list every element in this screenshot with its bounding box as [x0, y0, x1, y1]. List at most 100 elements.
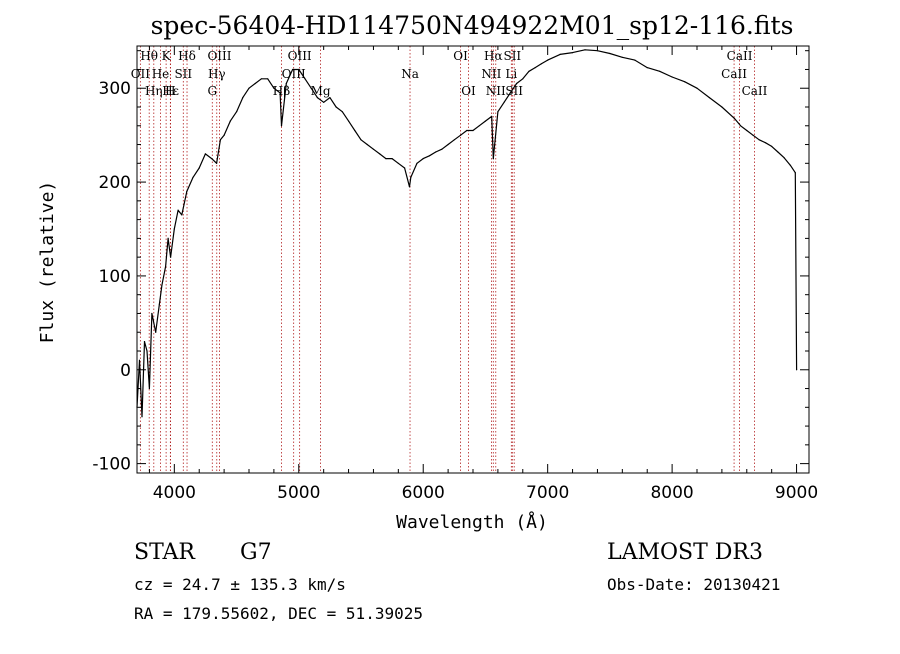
spectrum-point [491, 115, 493, 117]
spectrum-point [285, 82, 287, 85]
spectrum-point [534, 67, 536, 69]
line-marker-label: Hα [484, 49, 503, 63]
spectrum-point [158, 303, 160, 305]
spectrum-point [310, 87, 312, 89]
spectrum-point [466, 129, 468, 132]
spectrum-point [260, 78, 262, 80]
y-tick-label: -100 [92, 455, 131, 475]
spectrum-point [138, 359, 141, 361]
spectrum-point [435, 151, 437, 153]
line-marker-label: CaII [742, 84, 768, 98]
spectrum-point [509, 92, 511, 94]
line-marker-label: NII [481, 67, 501, 81]
x-tick-label: 9000 [775, 483, 818, 503]
spectrum-point [746, 129, 748, 132]
x-axis: 4000 5000 6000 7000 8000 9000 [148, 46, 818, 503]
line-marker-label: Hθ [140, 49, 158, 63]
spectrum-point [148, 387, 150, 390]
spectrum-point [192, 176, 194, 178]
y-tick-label: 200 [99, 173, 131, 193]
spectrum-point [696, 87, 698, 89]
spectrum-point [671, 76, 673, 78]
spectrum-point [143, 341, 146, 343]
spectrum-point [794, 172, 796, 174]
spectrum-point [360, 139, 362, 141]
x-axis-label: Wavelength (Å) [396, 511, 548, 533]
coordinates: RA = 179.55602, DEC = 51.39025 [134, 604, 423, 623]
line-marker-label: CaII [721, 67, 747, 81]
line-marker-label: OII [131, 67, 151, 81]
spectrum-point [146, 350, 148, 352]
y-axis-label: Flux (relative) [37, 181, 58, 344]
spectrum-point [348, 120, 350, 122]
line-marker-label: Hη [145, 84, 163, 98]
x-tick-label: 6000 [402, 483, 445, 503]
spectrum-point [708, 97, 711, 99]
line-marker-label: Hε [162, 84, 179, 98]
spectrum-point [304, 78, 306, 80]
spectrum-point [758, 139, 760, 141]
spectrum-point [341, 111, 343, 113]
spectrum-point [684, 81, 686, 83]
spectrum-point [609, 52, 611, 55]
spectrum-point [298, 68, 300, 71]
spectrum-point [391, 158, 393, 160]
spectrum-point [397, 162, 399, 164]
survey-name: LAMOST DR3 [607, 540, 763, 565]
line-marker-label: Hδ [178, 49, 196, 63]
spectrum-point [173, 228, 175, 230]
x-tick-label: 4000 [153, 483, 196, 503]
spectrum-point [248, 87, 250, 89]
line-markers [139, 46, 755, 473]
spectrum-point [453, 139, 455, 141]
spectrum-point [211, 158, 213, 160]
spectrum-point [478, 125, 480, 127]
spectrum-point [472, 129, 474, 132]
x-tick-label: 5000 [277, 483, 320, 503]
spectrum-point [216, 162, 218, 164]
spectrum-point [584, 49, 586, 51]
spectrum-point [752, 134, 754, 136]
spectrum-point [796, 369, 798, 371]
spectrum-point [503, 101, 505, 103]
spectrum-point [155, 331, 157, 333]
spectrum-point [771, 145, 773, 147]
spectrum-point [223, 134, 225, 136]
spectrum-point [540, 63, 543, 65]
spectrum-point [547, 59, 549, 61]
y-tick-label: 100 [99, 267, 131, 287]
spectrum-point [408, 186, 411, 188]
spectrum-point [460, 134, 462, 136]
line-marker-label: Hγ [208, 67, 226, 81]
line-marker-label: H [165, 84, 175, 98]
subclass: G7 [240, 540, 272, 565]
line-marker-label: SII [503, 49, 521, 63]
line-marker-label: Na [401, 67, 419, 81]
spectrum-point [372, 148, 374, 150]
spectrum-point [497, 111, 499, 113]
spectrum-point [733, 117, 735, 119]
line-marker-label: Hβ [273, 84, 290, 98]
line-marker-label: Li [505, 67, 517, 81]
spectrum-point [422, 158, 424, 160]
spectrum-point [186, 190, 188, 193]
spectrum-point [323, 101, 325, 103]
spectrum-point [441, 148, 443, 150]
spectrum-point [416, 162, 418, 164]
line-marker-label: He [152, 67, 170, 81]
spectrum-point [273, 87, 275, 89]
line-marker-label: OIII [288, 49, 312, 63]
line-marker-label: OIII [207, 49, 231, 63]
spectrum-point [204, 153, 206, 155]
chart-title: spec-56404-HD114750N494922M01_sp12-116.f… [151, 11, 794, 40]
spectrum-point [141, 416, 143, 418]
x-tick-label: 7000 [526, 483, 569, 503]
line-marker-label: NII [486, 84, 506, 98]
spectrum-point [385, 158, 387, 160]
spectrum-point [167, 237, 169, 239]
spectrum-point [404, 167, 406, 169]
spectrum-point [280, 125, 283, 127]
spectrum-point [267, 78, 269, 80]
